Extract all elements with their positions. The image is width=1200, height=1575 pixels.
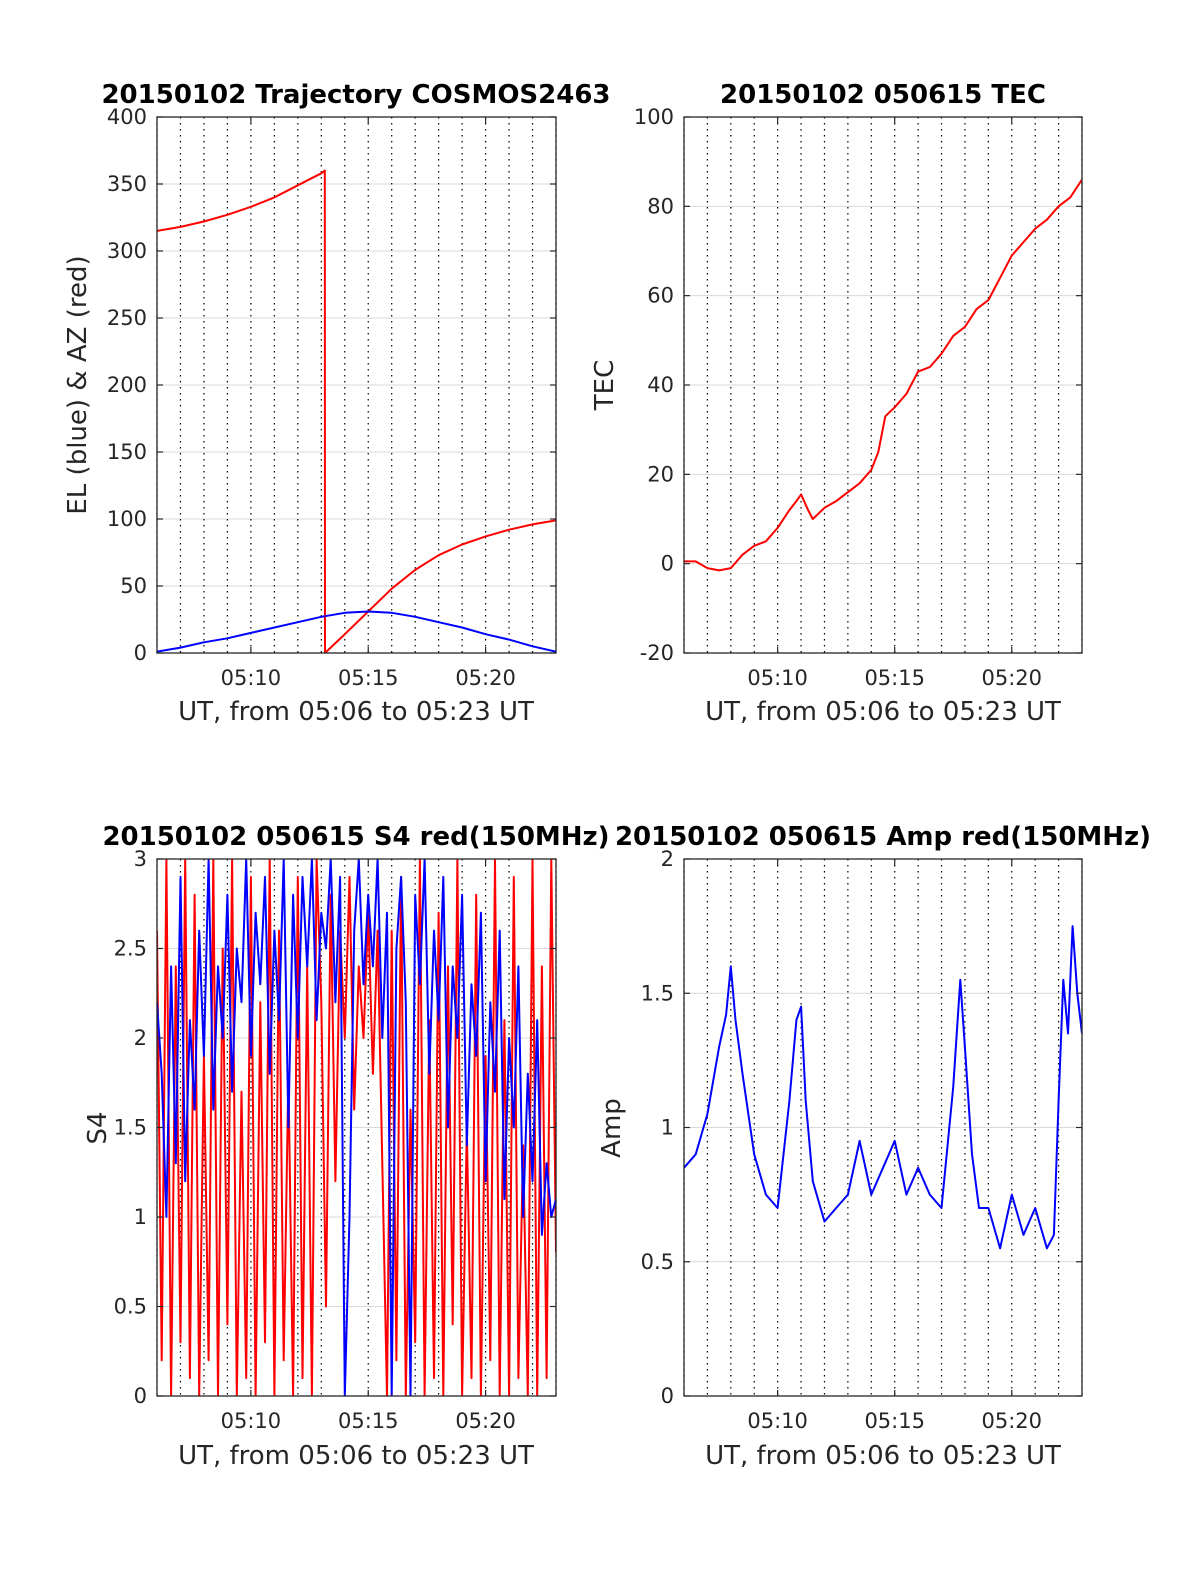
s4-ytick-label: 3 xyxy=(134,847,147,871)
trajectory-ytick-label: 200 xyxy=(107,373,147,397)
tec-ytick-label: -20 xyxy=(640,641,674,665)
s4-ytick-label: 2.5 xyxy=(114,937,147,961)
amp-xtick-label: 05:10 xyxy=(747,1409,808,1433)
amp-ytick-label: 1 xyxy=(661,1116,674,1140)
trajectory-ytick-label: 350 xyxy=(107,172,147,196)
trajectory-ytick-label: 300 xyxy=(107,239,147,263)
amp-xlabel: UT, from 05:06 to 05:23 UT xyxy=(705,1441,1061,1471)
amp-xtick-label: 05:15 xyxy=(864,1409,925,1433)
s4-xtick-label: 05:20 xyxy=(455,1409,516,1433)
s4-xtick-label: 05:15 xyxy=(338,1409,399,1433)
amp-series-blue-line xyxy=(684,925,1082,1250)
tec-panel: 20150102 050615 TEC UT, from 05:06 to 05… xyxy=(590,80,1083,727)
trajectory-xlabel: UT, from 05:06 to 05:23 UT xyxy=(178,697,534,727)
s4-ytick-label: 1.5 xyxy=(114,1116,147,1140)
trajectory-ytick-label: 0 xyxy=(134,641,147,665)
s4-xtick-label: 05:10 xyxy=(221,1409,282,1433)
tec-xtick-label: 05:20 xyxy=(981,666,1042,690)
tec-xtick-label: 05:10 xyxy=(747,666,808,690)
s4-ytick-label: 0 xyxy=(134,1384,147,1408)
trajectory-series-red-line xyxy=(157,169,556,653)
amp-ytick-label: 1.5 xyxy=(641,981,674,1005)
tec-title: 20150102 050615 TEC xyxy=(720,80,1046,110)
amp-title: 20150102 050615 Amp red(150MHz) xyxy=(615,822,1151,852)
trajectory-ytick-label: 50 xyxy=(120,574,147,598)
amp-xtick-label: 05:20 xyxy=(981,1409,1042,1433)
s4-ytick-label: 1 xyxy=(134,1205,147,1229)
tec-ytick-label: 20 xyxy=(647,462,674,486)
trajectory-ytick-label: 400 xyxy=(107,105,147,129)
s4-panel: 20150102 050615 S4 red(150MHz) UT, from … xyxy=(83,822,610,1471)
tec-ylabel: TEC xyxy=(590,360,620,411)
s4-ytick-label: 2 xyxy=(134,1026,147,1050)
tec-ytick-label: 60 xyxy=(647,284,674,308)
trajectory-ytick-label: 100 xyxy=(107,507,147,531)
trajectory-xtick-label: 05:20 xyxy=(455,666,516,690)
trajectory-panel: 20150102 Trajectory COSMOS2463 UT, from … xyxy=(63,80,611,727)
amp-ytick-label: 0 xyxy=(661,1384,674,1408)
tec-ytick-label: 100 xyxy=(634,105,674,129)
tec-ytick-label: 0 xyxy=(661,552,674,576)
s4-xlabel: UT, from 05:06 to 05:23 UT xyxy=(178,1441,534,1471)
s4-title: 20150102 050615 S4 red(150MHz) xyxy=(102,822,609,852)
trajectory-ytick-label: 150 xyxy=(107,440,147,464)
tec-ytick-label: 80 xyxy=(647,194,674,218)
tec-series-red-line xyxy=(684,178,1082,572)
trajectory-title: 20150102 Trajectory COSMOS2463 xyxy=(101,80,610,110)
trajectory-ylabel: EL (blue) & AZ (red) xyxy=(63,255,93,514)
s4-ylabel: S4 xyxy=(83,1111,113,1144)
tec-ytick-label: 40 xyxy=(647,373,674,397)
s4-ytick-label: 0.5 xyxy=(114,1295,147,1319)
amp-ytick-label: 0.5 xyxy=(641,1250,674,1274)
amp-ytick-label: 2 xyxy=(661,847,674,871)
trajectory-ytick-label: 250 xyxy=(107,306,147,330)
trajectory-xtick-label: 05:15 xyxy=(338,666,399,690)
amp-panel: 20150102 050615 Amp red(150MHz) UT, from… xyxy=(597,822,1151,1471)
amp-ylabel: Amp xyxy=(597,1098,627,1158)
trajectory-xtick-label: 05:10 xyxy=(221,666,282,690)
s4-series-blue-line xyxy=(157,859,556,1396)
tec-xlabel: UT, from 05:06 to 05:23 UT xyxy=(705,697,1061,727)
tec-xtick-label: 05:15 xyxy=(864,666,925,690)
trajectory-series-blue-line xyxy=(157,610,556,653)
